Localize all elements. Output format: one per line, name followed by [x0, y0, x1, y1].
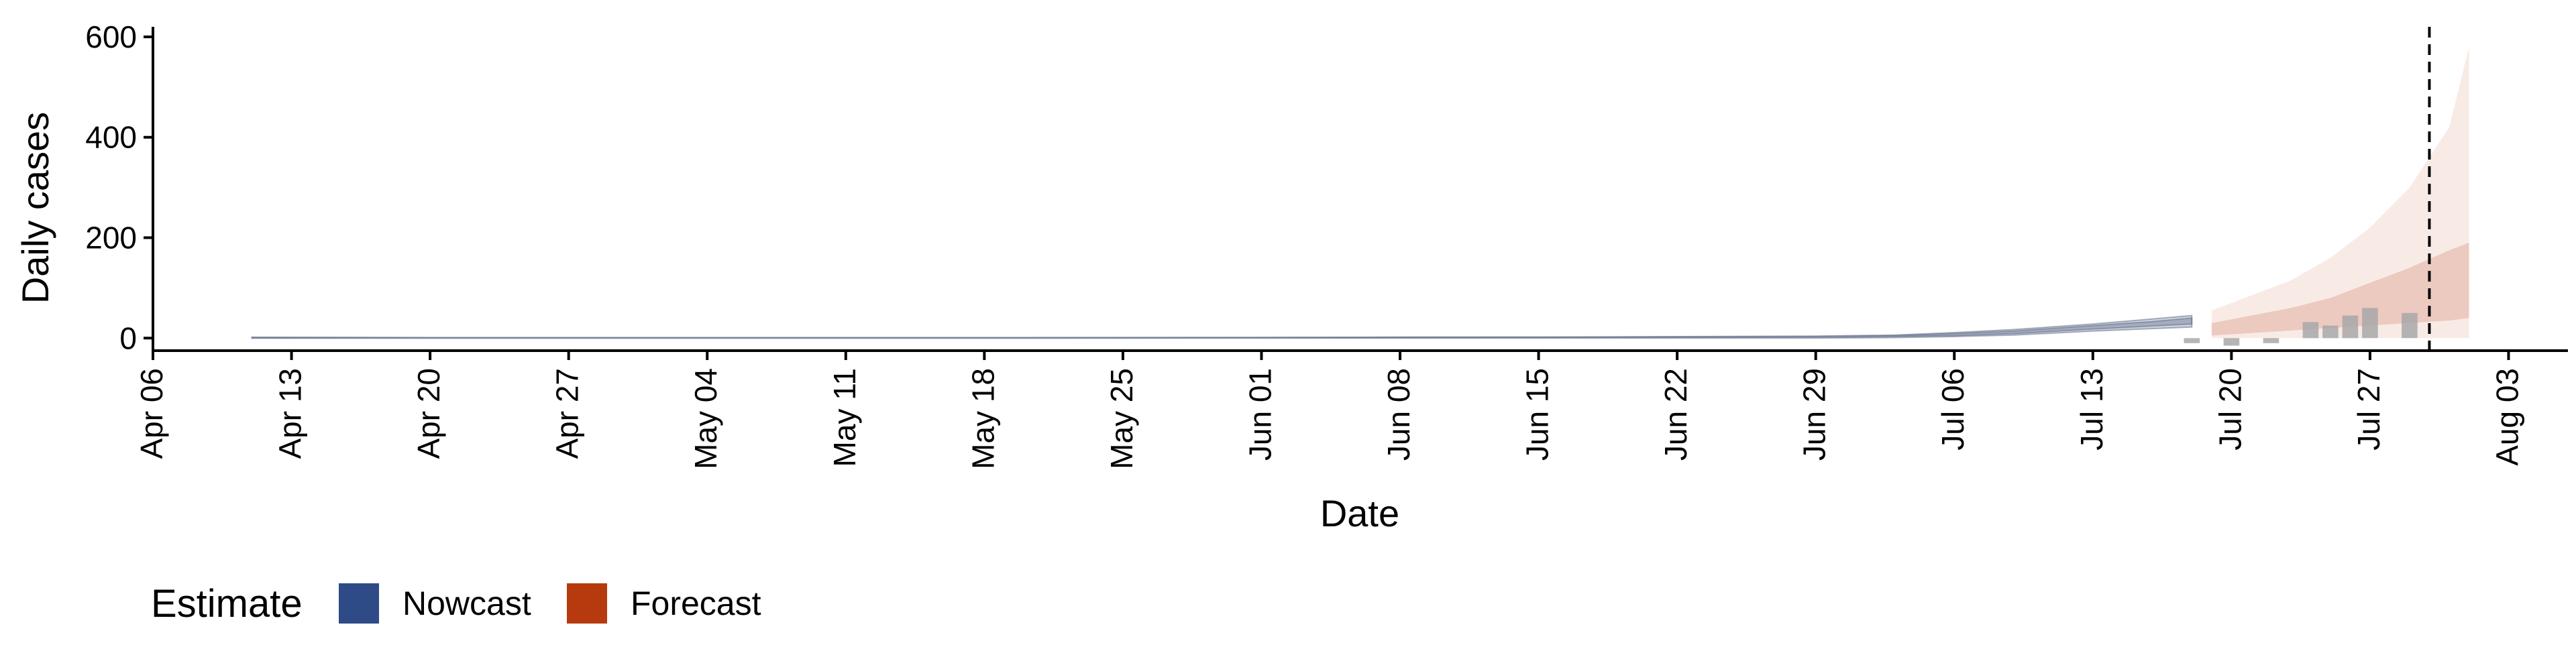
- x-axis-title: Date: [1320, 492, 1399, 534]
- x-tick-label: Jul 13: [2074, 368, 2109, 451]
- x-tick-label: Jun 22: [1658, 368, 1693, 461]
- x-tick-label: Jun 29: [1797, 368, 1832, 461]
- observed-bar: [2322, 325, 2339, 339]
- x-tick-label: May 04: [688, 368, 723, 469]
- observed-bar: [2263, 338, 2279, 343]
- uncertainty-bands: [251, 47, 2469, 339]
- x-tick-label: Apr 27: [550, 368, 585, 459]
- forecast-band-inner: [2211, 243, 2469, 336]
- y-ticks: 0 200 400 600: [85, 19, 153, 355]
- x-ticks: Apr 06 Apr 13 Apr 20 Apr 27 May 04 May 11 May …: [134, 351, 2524, 469]
- x-tick-label: Jul 06: [1935, 368, 1970, 451]
- x-tick-label: Aug 03: [2489, 368, 2524, 466]
- x-tick-label: Jul 20: [2212, 368, 2247, 451]
- legend-title: Estimate: [151, 582, 303, 626]
- forecast-band-outer: [2211, 47, 2469, 339]
- x-tick-label: Jun 08: [1381, 368, 1416, 461]
- y-tick-label: 200: [85, 221, 137, 255]
- x-tick-label: May 25: [1104, 368, 1139, 469]
- legend: Estimate Nowcast Forecast: [151, 582, 761, 626]
- forecast-legend-label: Forecast: [631, 585, 761, 622]
- x-tick-label: Apr 20: [411, 368, 446, 459]
- observed-bar: [2223, 338, 2240, 346]
- observed-bar: [2302, 322, 2319, 339]
- x-tick-label: May 11: [827, 368, 862, 467]
- y-tick-label: 400: [85, 120, 137, 155]
- x-tick-label: Jun 01: [1242, 368, 1277, 461]
- x-tick-label: Apr 13: [273, 368, 308, 459]
- nowcast-legend-swatch: [339, 583, 379, 624]
- nowcast-band-inner: [251, 317, 2193, 339]
- observed-bar: [2362, 308, 2378, 339]
- y-tick-label: 0: [119, 320, 137, 355]
- x-tick-label: May 18: [965, 368, 1000, 469]
- x-tick-label: Jul 27: [2351, 368, 2386, 451]
- observed-bar: [2402, 312, 2418, 339]
- legend-items: Nowcast Forecast: [339, 583, 761, 624]
- x-tick-label: Jun 15: [1520, 368, 1555, 461]
- observed-bars: [2184, 308, 2418, 346]
- nowcast-legend-label: Nowcast: [402, 585, 531, 622]
- y-axis-title: Daily cases: [14, 112, 56, 304]
- axes: [152, 27, 2568, 352]
- x-tick-label: Apr 06: [134, 368, 169, 459]
- observed-bar: [2184, 338, 2200, 343]
- forecast-legend-swatch: [567, 583, 607, 624]
- observed-bar: [2342, 315, 2359, 339]
- y-tick-label: 600: [85, 19, 137, 54]
